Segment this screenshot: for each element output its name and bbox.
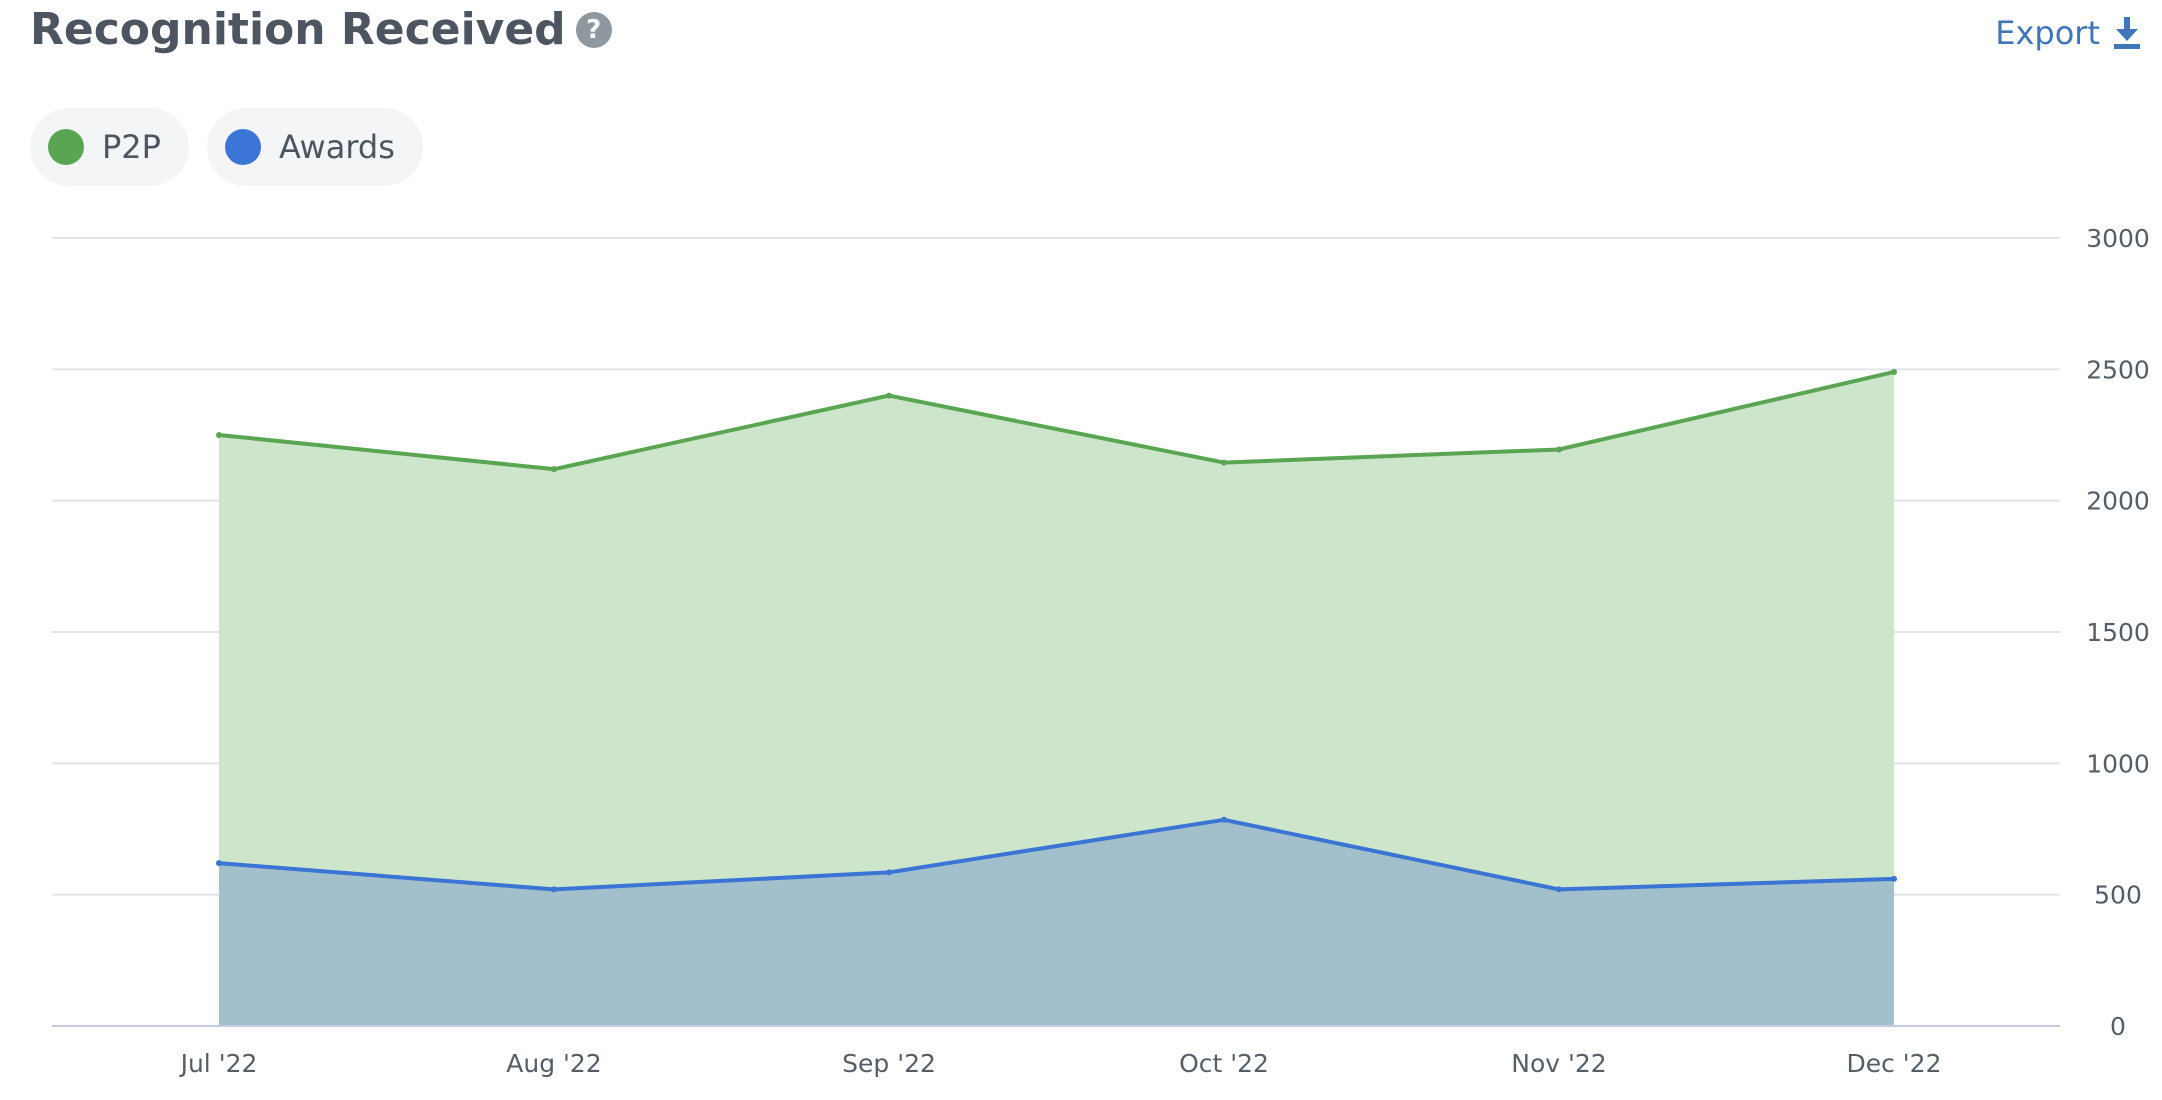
chart-legend: P2P Awards (30, 108, 441, 186)
area-awards (219, 819, 1894, 1026)
export-label: Export (1995, 14, 2100, 52)
legend-item-p2p[interactable]: P2P (30, 108, 189, 186)
point-p2p-0[interactable] (216, 432, 222, 438)
point-awards-3[interactable] (1221, 816, 1227, 823)
legend-dot-awards (224, 129, 261, 165)
point-p2p-2[interactable] (886, 392, 892, 399)
area-p2p (219, 371, 1894, 1027)
series-layer (216, 368, 1897, 1027)
point-awards-0[interactable] (216, 860, 222, 867)
y-tick-label-3000: 3000 (2086, 224, 2150, 253)
chart-header: Recognition Received ? Export (30, 0, 2140, 70)
export-button[interactable]: Export (1995, 14, 2140, 52)
y-tick-label-1000: 1000 (2086, 749, 2150, 778)
point-p2p-5[interactable] (1891, 368, 1897, 375)
y-tick-label-2000: 2000 (2086, 487, 2150, 516)
x-tick-label-1: Aug '22 (506, 1049, 601, 1078)
chart-title-wrap: Recognition Received ? (30, 4, 612, 55)
x-tick-label-3: Oct '22 (1179, 1049, 1269, 1078)
point-awards-1[interactable] (551, 886, 557, 893)
x-tick-label-0: Jul '22 (179, 1049, 258, 1078)
point-awards-4[interactable] (1556, 886, 1562, 893)
y-tick-label-2500: 2500 (2086, 355, 2150, 384)
download-icon (2114, 17, 2140, 49)
point-p2p-1[interactable] (551, 466, 557, 473)
line-p2p (218, 370, 1895, 472)
question-circle-icon[interactable]: ? (575, 11, 612, 48)
y-tick-label-500: 500 (2094, 881, 2142, 910)
point-awards-5[interactable] (1891, 875, 1897, 882)
x-tick-label-4: Nov '22 (1511, 1049, 1606, 1078)
y-tick-label-1500: 1500 (2086, 618, 2150, 647)
point-p2p-4[interactable] (1556, 446, 1562, 453)
legend-item-awards[interactable]: Awards (206, 108, 423, 186)
x-tick-label-5: Dec '22 (1846, 1049, 1941, 1078)
point-p2p-3[interactable] (1221, 459, 1227, 466)
x-tick-label-2: Sep '22 (842, 1049, 936, 1078)
legend-dot-p2p (48, 129, 84, 165)
legend-label-awards: Awards (278, 128, 395, 166)
point-awards-2[interactable] (886, 869, 892, 876)
y-tick-label-0: 0 (2110, 1012, 2126, 1041)
line-awards (218, 817, 1895, 892)
axis-layer: 0 500 1000 1500 2000 2500 3000 Jul '22 Aug '22 Se… (52, 224, 2150, 1078)
chart-title: Recognition Received (30, 4, 566, 55)
legend-label-p2p: P2P (102, 128, 161, 166)
